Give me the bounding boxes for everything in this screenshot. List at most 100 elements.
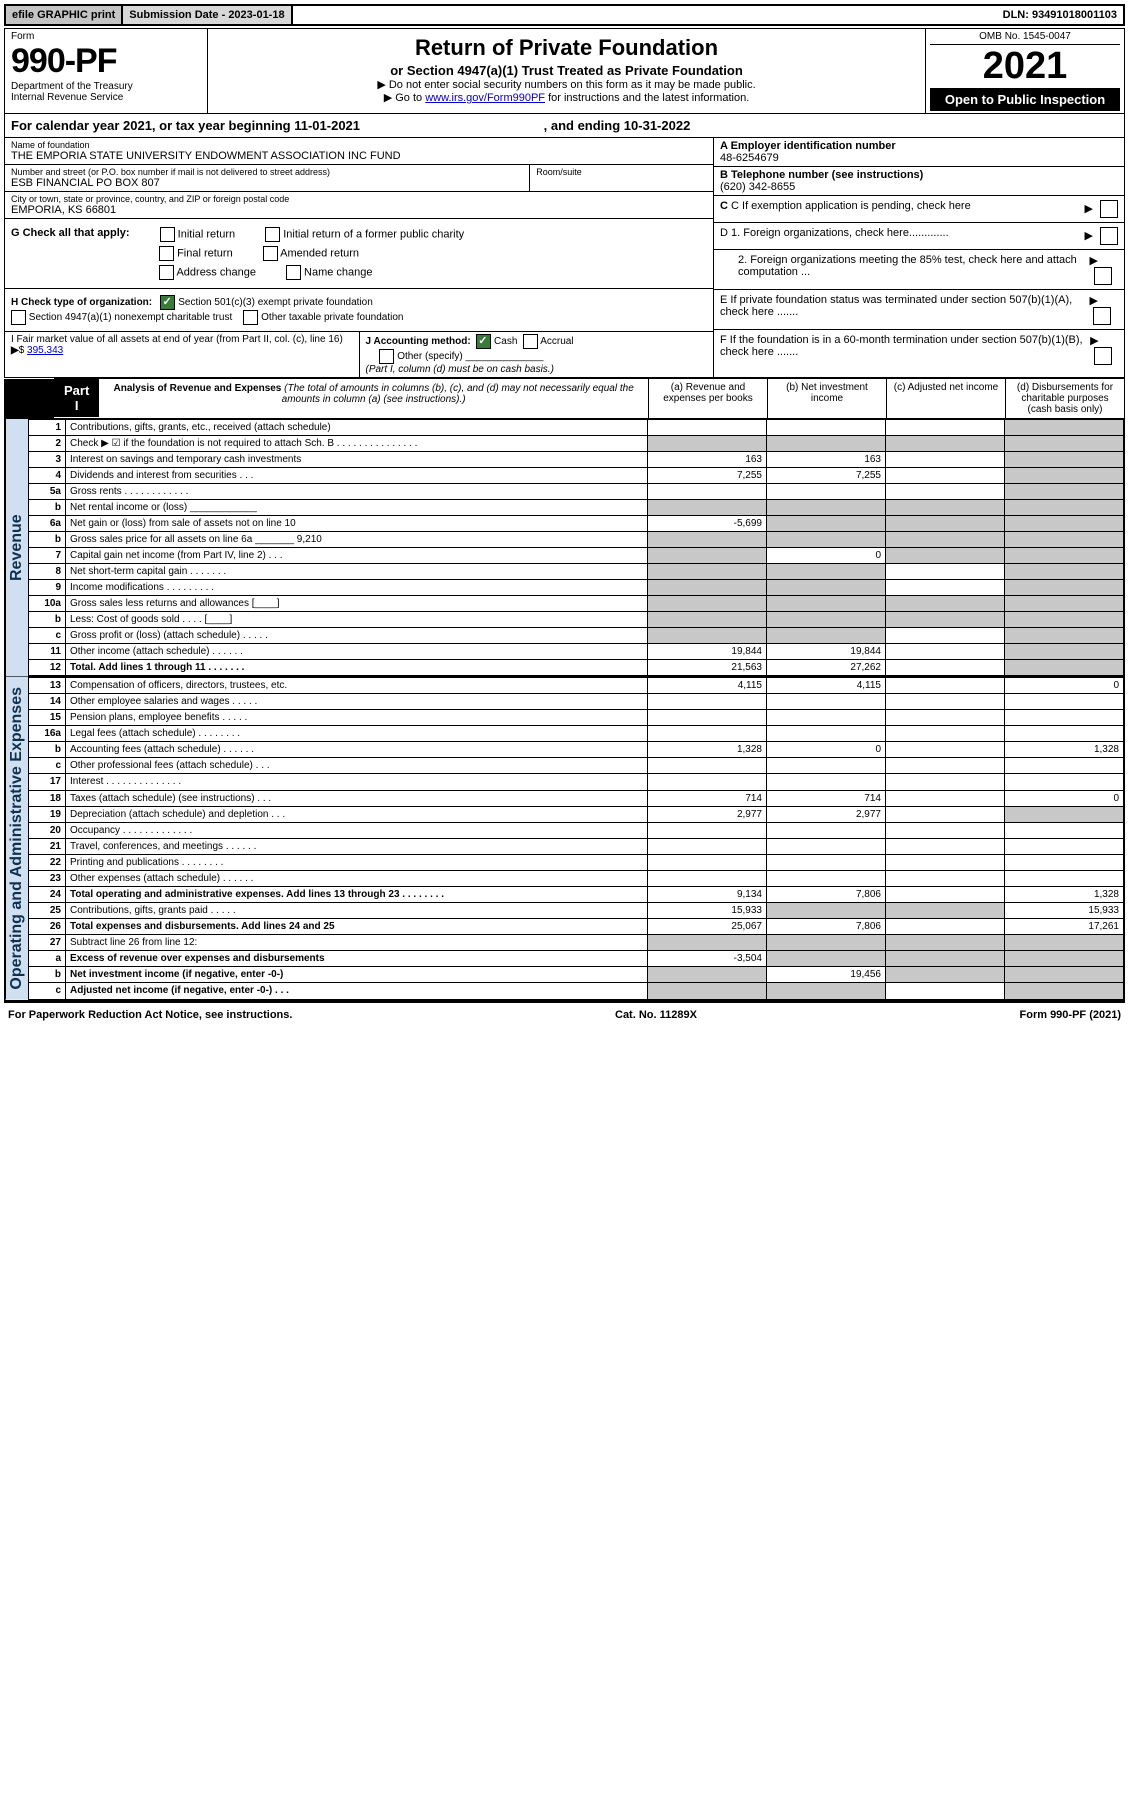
table-row: 2Check ▶ ☑ if the foundation is not requ… [29, 436, 1124, 452]
cb-d1[interactable] [1100, 227, 1118, 245]
cb-cash[interactable] [476, 334, 491, 349]
row-num: 14 [29, 694, 66, 710]
cell-amount [886, 822, 1005, 838]
cell-shaded [767, 564, 886, 580]
cb-amended-return[interactable] [263, 246, 278, 261]
cb-c[interactable] [1100, 200, 1118, 218]
cell-amount [1005, 822, 1124, 838]
table-row: 7Capital gain net income (from Part IV, … [29, 548, 1124, 564]
table-row: cOther professional fees (attach schedul… [29, 758, 1124, 774]
d1-foreign: D 1. Foreign organizations, check here..… [720, 227, 949, 239]
row-num: 2 [29, 436, 66, 452]
table-row: cGross profit or (loss) (attach schedule… [29, 628, 1124, 644]
calendar-year-row: For calendar year 2021, or tax year begi… [4, 114, 1125, 138]
expenses-section: Operating and Administrative Expenses 13… [4, 677, 1125, 1001]
cell-amount [886, 660, 1005, 676]
row-label: Total. Add lines 1 through 11 . . . . . … [66, 660, 648, 676]
row-label: Income modifications . . . . . . . . . [66, 580, 648, 596]
row-num: 23 [29, 870, 66, 886]
cell-amount: 19,456 [767, 967, 886, 983]
cell-amount [1005, 726, 1124, 742]
header-center: Return of Private Foundation or Section … [208, 29, 925, 113]
cell-amount [648, 870, 767, 886]
table-row: 25Contributions, gifts, grants paid . . … [29, 903, 1124, 919]
cb-d2[interactable] [1094, 267, 1112, 285]
cb-initial-former[interactable] [265, 227, 280, 242]
cb-e[interactable] [1093, 307, 1111, 325]
cell-amount: 714 [648, 790, 767, 806]
j-label: J Accounting method: [366, 336, 471, 347]
cell-shaded [1005, 468, 1124, 484]
cell-amount: 15,933 [1005, 903, 1124, 919]
row-num: 7 [29, 548, 66, 564]
cell-shaded [1005, 983, 1124, 999]
cb-final-return[interactable] [159, 246, 174, 261]
row-num: 1 [29, 420, 66, 436]
cb-name-change[interactable] [286, 265, 301, 280]
table-row: 3Interest on savings and temporary cash … [29, 452, 1124, 468]
row-label: Compensation of officers, directors, tru… [66, 678, 648, 694]
cell-amount [886, 919, 1005, 935]
col-c: (c) Adjusted net income [887, 379, 1006, 419]
cell-shaded [767, 612, 886, 628]
j-other: Other (specify) [397, 351, 463, 362]
cb-501c3[interactable] [160, 295, 175, 310]
cell-shaded [1005, 484, 1124, 500]
cell-amount [886, 758, 1005, 774]
row-num: 21 [29, 838, 66, 854]
info-left-col: Name of foundation THE EMPORIA STATE UNI… [5, 138, 713, 377]
fmv-link[interactable]: 395,343 [27, 345, 63, 356]
calyear-end: 10-31-2022 [624, 118, 691, 133]
efile-label[interactable]: efile GRAPHIC print [6, 6, 123, 24]
g-label: G Check all that apply: [11, 227, 130, 239]
cell-shaded [886, 548, 1005, 564]
room-label: Room/suite [536, 167, 707, 177]
cb-f[interactable] [1094, 347, 1112, 365]
row-num: 4 [29, 468, 66, 484]
form-header: Form 990-PF Department of the Treasury I… [4, 28, 1125, 114]
form-number: 990-PF [11, 42, 201, 81]
cell-shaded [886, 951, 1005, 967]
cell-amount: 0 [1005, 678, 1124, 694]
cb-accrual[interactable] [523, 334, 538, 349]
foundation-city: EMPORIA, KS 66801 [11, 204, 707, 216]
cell-shaded [886, 532, 1005, 548]
cb-4947[interactable] [11, 310, 26, 325]
cell-amount [648, 838, 767, 854]
cell-shaded [767, 532, 886, 548]
cell-amount: 163 [767, 452, 886, 468]
table-row: 27Subtract line 26 from line 12: [29, 935, 1124, 951]
cell-amount: 7,255 [767, 468, 886, 484]
open-public-badge: Open to Public Inspection [930, 88, 1120, 111]
cb-address-change[interactable] [159, 265, 174, 280]
cb-other-taxable[interactable] [243, 310, 258, 325]
row-label: Interest on savings and temporary cash i… [66, 452, 648, 468]
row-label: Travel, conferences, and meetings . . . … [66, 838, 648, 854]
cell-shaded [1005, 935, 1124, 951]
row-num: c [29, 758, 66, 774]
form990pf-link[interactable]: www.irs.gov/Form990PF [425, 92, 545, 104]
row-label: Net short-term capital gain . . . . . . … [66, 564, 648, 580]
row-num: 13 [29, 678, 66, 694]
cell-amount [886, 420, 1005, 436]
cell-shaded [648, 596, 767, 612]
table-row: 5aGross rents . . . . . . . . . . . . [29, 484, 1124, 500]
cb-other-method[interactable] [379, 349, 394, 364]
row-label: Gross sales price for all assets on line… [66, 532, 648, 548]
section-g: G Check all that apply: Initial return I… [5, 219, 713, 289]
cell-amount: 2,977 [648, 806, 767, 822]
cb-initial-return[interactable] [160, 227, 175, 242]
row-num: 10a [29, 596, 66, 612]
table-row: 13Compensation of officers, directors, t… [29, 678, 1124, 694]
cell-shaded [1005, 580, 1124, 596]
cell-shaded [1005, 532, 1124, 548]
row-label: Depreciation (attach schedule) and deple… [66, 806, 648, 822]
table-row: 9Income modifications . . . . . . . . . [29, 580, 1124, 596]
row-num: 15 [29, 710, 66, 726]
cell-shaded [767, 500, 886, 516]
tel-label: B Telephone number (see instructions) [720, 169, 923, 181]
j-cash: Cash [494, 336, 517, 347]
name-label: Name of foundation [11, 140, 707, 150]
row-label: Pension plans, employee benefits . . . .… [66, 710, 648, 726]
table-row: 15Pension plans, employee benefits . . .… [29, 710, 1124, 726]
